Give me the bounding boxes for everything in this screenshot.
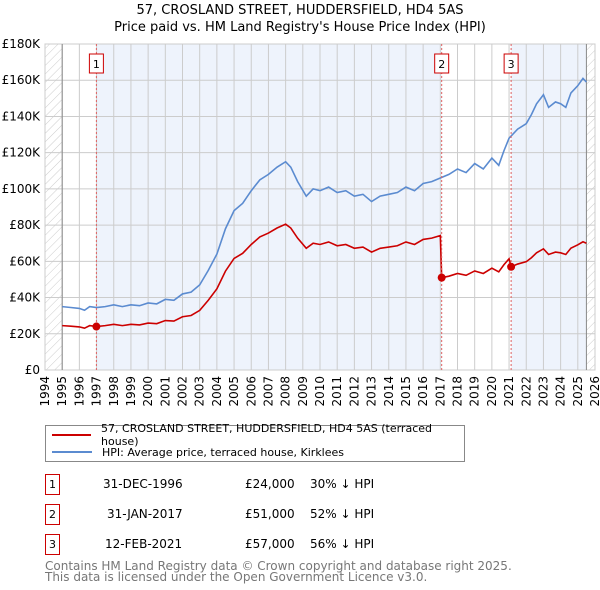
legend-swatch-red — [52, 434, 92, 436]
x-tick-label: 2021 — [502, 376, 516, 407]
x-tick-label: 2014 — [382, 376, 396, 407]
hpi-line — [62, 77, 587, 312]
footer-licence: This data is licensed under the Open Gov… — [45, 570, 428, 584]
sale-marker-label: 2 — [45, 504, 60, 525]
x-tick-label: 1994 — [38, 376, 52, 407]
x-tick-label: 2013 — [365, 376, 379, 407]
sale-label: 2 — [438, 58, 445, 71]
x-tick-label: 2026 — [588, 376, 600, 407]
sale-point — [507, 262, 516, 271]
legend-item-property: 57, CROSLAND STREET, HUDDERSFIELD, HD4 5… — [46, 422, 464, 448]
x-tick-label: 2020 — [485, 376, 499, 407]
x-tick-label: 2004 — [210, 376, 224, 407]
y-tick-label: £100K — [2, 182, 42, 196]
shaded-band — [511, 44, 587, 370]
sale-price: £51,000 — [245, 507, 295, 521]
sale-hpi-diff: 30% ↓ HPI — [310, 477, 375, 491]
chart-subtitle: Price paid vs. HM Land Registry's House … — [114, 20, 486, 35]
y-tick-label: £0 — [25, 363, 40, 377]
sale-label: 1 — [93, 58, 100, 71]
x-tick-label: 2002 — [176, 376, 190, 407]
sale-marker-label: 3 — [45, 534, 60, 555]
y-tick-label: £80K — [9, 218, 41, 232]
y-tick-label: £20K — [9, 327, 41, 341]
sale-hpi-diff: 52% ↓ HPI — [310, 507, 375, 521]
sale-date: 31-DEC-1996 — [103, 477, 183, 491]
y-tick-label: £120K — [2, 146, 42, 160]
legend-item-hpi: HPI: Average price, terraced house, Kirk… — [46, 444, 344, 460]
x-tick-label: 2010 — [313, 376, 327, 407]
sale-price: £57,000 — [245, 537, 295, 551]
sale-date: 12-FEB-2021 — [105, 537, 183, 551]
y-tick-label: £140K — [2, 109, 42, 123]
legend: 57, CROSLAND STREET, HUDDERSFIELD, HD4 5… — [45, 422, 465, 462]
x-tick-label: 1999 — [124, 376, 138, 407]
x-tick-label: 2000 — [141, 376, 155, 407]
x-tick-label: 2022 — [519, 376, 533, 407]
y-tick-label: £180K — [2, 37, 42, 51]
x-tick-label: 2007 — [261, 376, 275, 407]
x-tick-label: 2018 — [451, 376, 465, 407]
shaded-band — [96, 44, 442, 370]
sale-marker-label: 1 — [45, 474, 60, 495]
x-tick-label: 1995 — [55, 376, 69, 407]
sale-label-box — [88, 53, 104, 74]
property-price-line — [62, 223, 587, 330]
y-tick-label: £160K — [2, 73, 42, 87]
x-tick-label: 1997 — [90, 376, 104, 407]
y-tick-label: £60K — [9, 254, 41, 268]
sale-label-box — [434, 53, 450, 74]
sale-hpi-diff: 56% ↓ HPI — [310, 537, 375, 551]
y-tick-label: £40K — [9, 291, 41, 305]
x-tick-label: 2009 — [296, 376, 310, 407]
x-tick-label: 2017 — [433, 376, 447, 407]
x-tick-label: 2023 — [536, 376, 550, 407]
sale-label: 3 — [508, 58, 515, 71]
sale-date: 31-JAN-2017 — [107, 507, 183, 521]
x-tick-label: 1998 — [107, 376, 121, 407]
sale-label-box — [503, 53, 519, 74]
x-tick-label: 2016 — [416, 376, 430, 407]
sale-point — [437, 273, 446, 282]
x-tick-label: 2006 — [244, 376, 258, 407]
legend-label: 57, CROSLAND STREET, HUDDERSFIELD, HD4 5… — [101, 422, 432, 448]
no-data-hatch — [586, 44, 595, 370]
footer-copyright: Contains HM Land Registry data © Crown c… — [45, 559, 512, 573]
sale-point — [92, 322, 101, 331]
x-tick-label: 2011 — [330, 376, 344, 407]
x-tick-label: 2001 — [158, 376, 172, 407]
x-tick-label: 2008 — [279, 376, 293, 407]
x-tick-label: 2024 — [554, 376, 568, 407]
x-tick-label: 2025 — [571, 376, 585, 407]
no-data-hatch — [45, 44, 63, 370]
x-tick-label: 2003 — [193, 376, 207, 407]
x-tick-label: 1996 — [72, 376, 86, 407]
x-tick-label: 2015 — [399, 376, 413, 407]
x-tick-label: 2012 — [347, 376, 361, 407]
legend-label: HPI: Average price, terraced house, Kirk… — [102, 445, 345, 459]
sale-price: £24,000 — [245, 477, 295, 491]
x-tick-label: 2019 — [468, 376, 482, 407]
chart-title: 57, CROSLAND STREET, HUDDERSFIELD, HD4 5… — [136, 3, 464, 18]
legend-swatch-blue — [52, 451, 92, 453]
x-tick-label: 2005 — [227, 376, 241, 407]
